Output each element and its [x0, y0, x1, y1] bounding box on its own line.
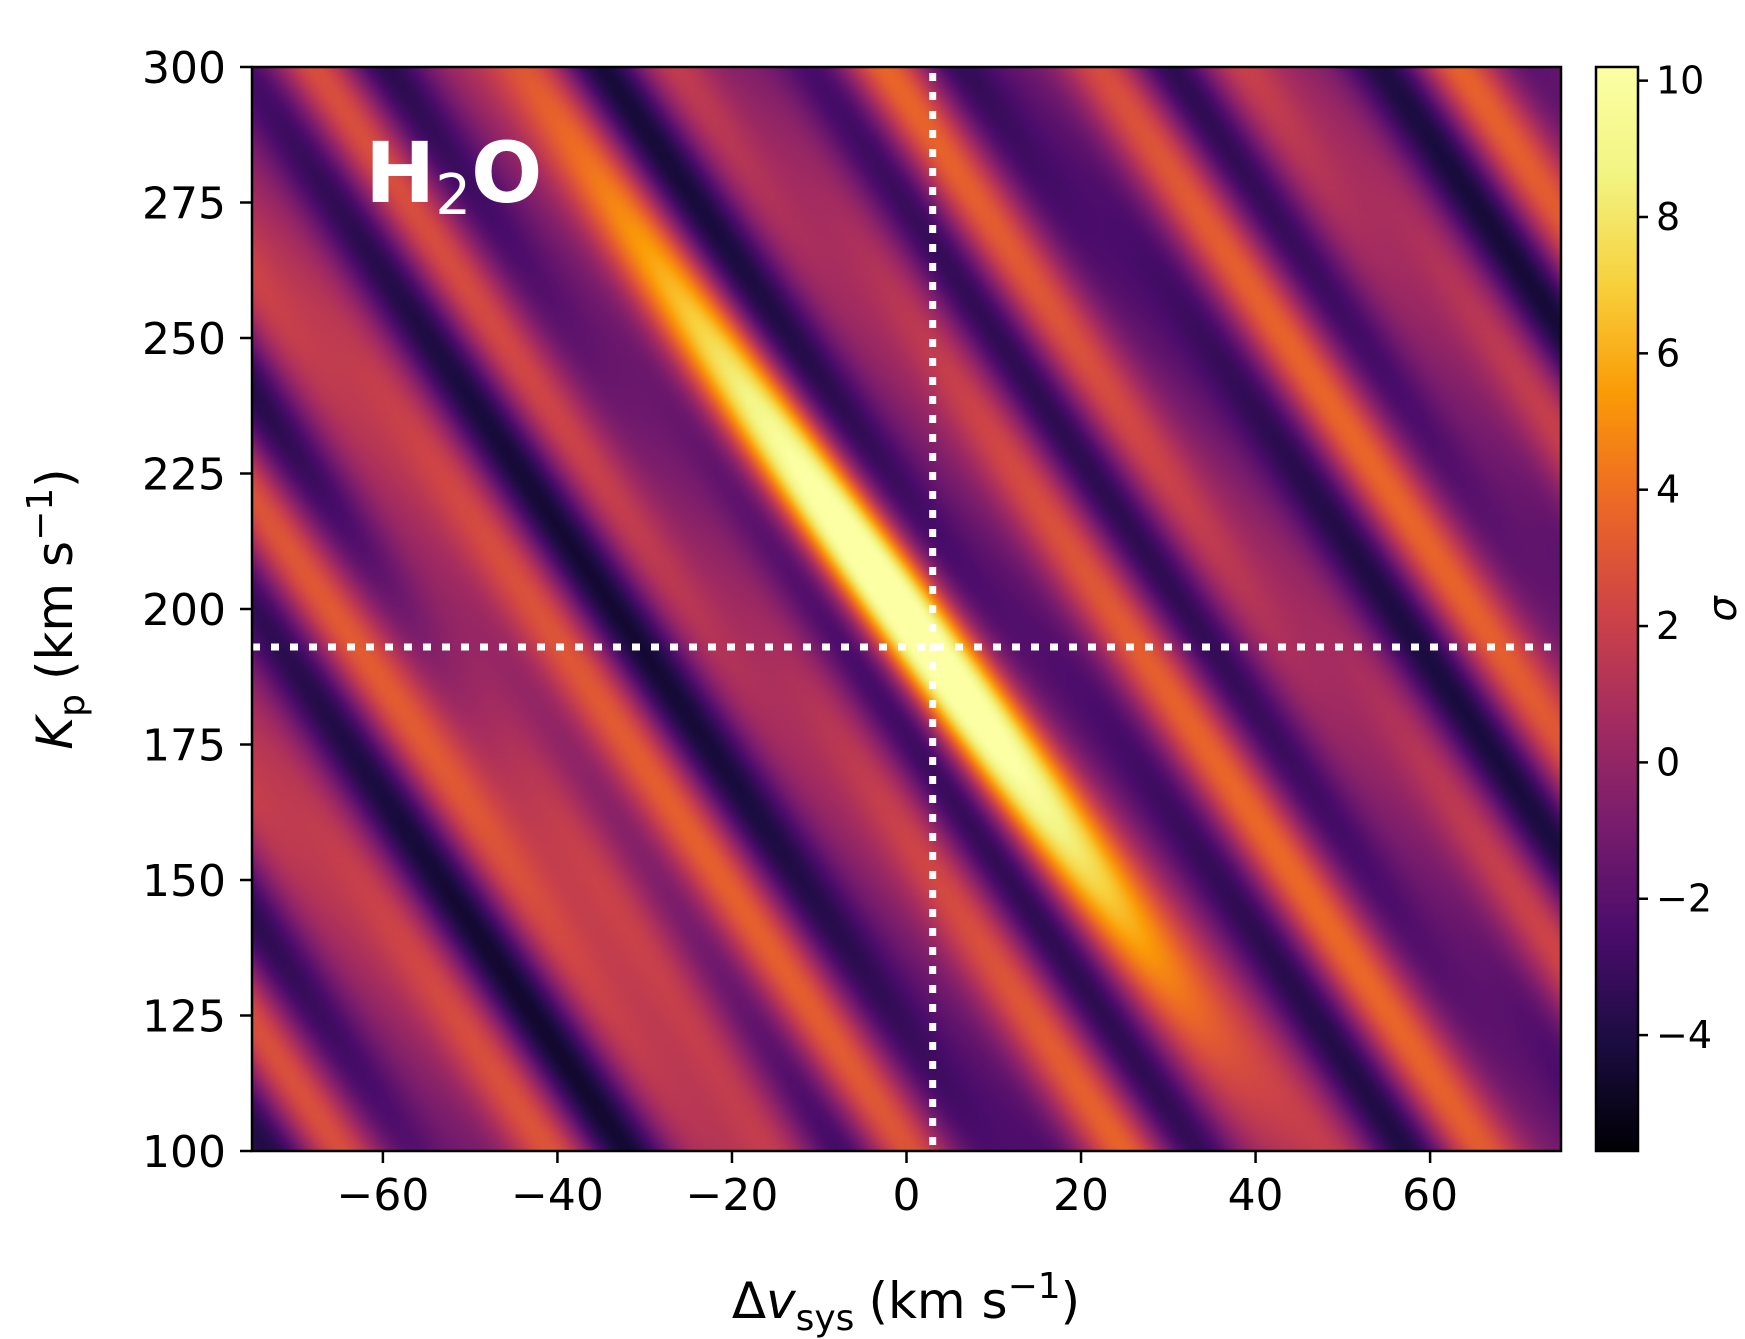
colorbar-tick-label: 6 [1656, 331, 1680, 375]
x-tick-label: 0 [893, 1170, 921, 1221]
y-tick-label: 300 [142, 43, 226, 94]
colorbar-tick-label: 2 [1656, 604, 1680, 648]
heatmap-image [252, 67, 1561, 1151]
x-tick-label: −20 [686, 1170, 779, 1221]
y-tick-label: 250 [142, 314, 226, 365]
colorbar-tick-label: 10 [1656, 59, 1704, 103]
colorbar-tick-label: 8 [1656, 195, 1680, 239]
y-axis-label: Kp(km s−1) [20, 468, 93, 749]
colorbar-label: σ [1700, 595, 1745, 622]
x-tick-label: −40 [511, 1170, 604, 1221]
molecule-annotation: H2O [365, 124, 542, 228]
colorbar-ticks: −4 −2 0 2 4 6 8 10 [1638, 59, 1712, 1057]
colorbar-tick-label: 4 [1656, 468, 1680, 512]
y-axis-ticks: 100 125 150 175 200 225 250 275 300 [142, 43, 252, 1178]
colorbar-tick-label: −2 [1656, 877, 1712, 921]
y-tick-label: 200 [142, 585, 226, 636]
x-axis-label: Δvsys (km s−1) [732, 1266, 1080, 1339]
y-tick-label: 275 [142, 179, 226, 230]
y-tick-label: 125 [142, 992, 226, 1043]
x-tick-label: 60 [1402, 1170, 1458, 1221]
x-tick-label: −60 [336, 1170, 429, 1221]
x-tick-label: 40 [1228, 1170, 1284, 1221]
y-tick-label: 150 [142, 856, 226, 907]
y-tick-label: 100 [142, 1127, 226, 1178]
colorbar-tick-label: 0 [1656, 740, 1680, 784]
colorbar [1594, 65, 1640, 1153]
x-tick-label: 20 [1053, 1170, 1109, 1221]
colorbar-tick-label: −4 [1656, 1013, 1712, 1057]
x-axis-ticks: −60 −40 −20 0 20 40 60 [336, 1151, 1458, 1221]
y-tick-label: 225 [142, 450, 226, 501]
y-tick-label: 175 [142, 721, 226, 772]
